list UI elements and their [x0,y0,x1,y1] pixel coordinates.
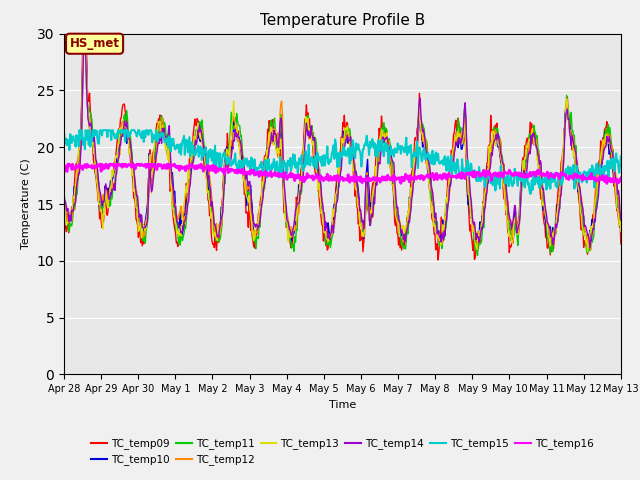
TC_temp11 [617,222,625,228]
TC_temp11 [428,175,435,181]
TC_temp09 [434,257,442,263]
TC_temp11 [214,239,222,245]
Legend: TC_temp09, TC_temp10, TC_temp11, TC_temp12, TC_temp13, TC_temp14, TC_temp15, TC_: TC_temp09, TC_temp10, TC_temp11, TC_temp… [87,434,598,469]
TC_temp09 [185,173,193,179]
Line: TC_temp10: TC_temp10 [64,34,621,244]
X-axis label: Time: Time [329,400,356,409]
Line: TC_temp15: TC_temp15 [64,130,621,194]
TC_temp13 [584,249,591,254]
Line: TC_temp09: TC_temp09 [64,34,621,260]
TC_temp10 [185,176,193,182]
TC_temp14 [617,217,625,223]
TC_temp13 [70,195,78,201]
TC_temp14 [411,168,419,174]
TC_temp09 [60,208,68,214]
TC_temp10 [214,227,222,233]
TC_temp16 [428,174,435,180]
TC_temp12 [185,182,193,188]
Title: Temperature Profile B: Temperature Profile B [260,13,425,28]
TC_temp11 [128,156,136,162]
TC_temp15 [526,191,534,197]
TC_temp10 [411,158,419,164]
TC_temp11 [60,196,68,202]
TC_temp11 [185,188,193,194]
TC_temp11 [411,166,419,172]
TC_temp09 [214,239,222,245]
TC_temp09 [411,135,419,141]
TC_temp16 [128,162,136,168]
TC_temp12 [214,229,222,235]
TC_temp10 [617,224,625,230]
TC_temp13 [128,172,136,178]
TC_temp14 [185,199,193,204]
Line: TC_temp16: TC_temp16 [64,164,621,183]
TC_temp10 [128,156,136,162]
Y-axis label: Temperature (C): Temperature (C) [21,158,31,250]
TC_temp16 [411,173,419,179]
Text: HS_met: HS_met [70,37,120,50]
TC_temp11 [70,198,78,204]
TC_temp15 [411,153,419,159]
TC_temp13 [411,159,419,165]
TC_temp10 [70,184,78,190]
TC_temp14 [128,160,136,166]
Line: TC_temp14: TC_temp14 [64,34,621,248]
TC_temp16 [214,168,222,174]
TC_temp12 [411,157,419,163]
TC_temp15 [185,142,193,148]
TC_temp13 [60,213,68,218]
TC_temp16 [185,166,193,171]
TC_temp16 [64,161,72,167]
TC_temp15 [214,155,222,160]
TC_temp14 [428,182,435,188]
TC_temp15 [128,127,136,133]
TC_temp10 [472,241,479,247]
TC_temp10 [79,31,87,36]
TC_temp14 [586,245,594,251]
TC_temp16 [71,165,79,170]
TC_temp12 [128,160,136,166]
TC_temp09 [79,31,87,36]
TC_temp13 [80,31,88,36]
TC_temp15 [617,154,625,159]
TC_temp14 [60,191,68,197]
TC_temp11 [474,252,481,258]
TC_temp15 [76,127,83,133]
TC_temp11 [80,31,88,36]
TC_temp09 [128,171,136,177]
TC_temp13 [617,228,625,234]
TC_temp10 [428,195,435,201]
TC_temp09 [617,241,625,247]
Line: TC_temp12: TC_temp12 [64,34,621,250]
TC_temp13 [428,199,435,205]
TC_temp15 [70,137,78,143]
TC_temp13 [214,224,222,230]
TC_temp12 [428,186,435,192]
TC_temp09 [70,188,78,194]
TC_temp16 [617,175,625,181]
TC_temp16 [603,180,611,186]
TC_temp12 [617,217,625,223]
TC_temp14 [70,202,78,207]
Line: TC_temp13: TC_temp13 [64,34,621,252]
TC_temp16 [60,165,68,170]
TC_temp13 [185,175,193,181]
TC_temp10 [60,204,68,209]
TC_temp12 [60,192,68,198]
TC_temp14 [214,234,222,240]
TC_temp15 [428,161,435,167]
Line: TC_temp11: TC_temp11 [64,34,621,255]
TC_temp12 [79,31,87,36]
TC_temp09 [428,197,435,203]
TC_temp12 [70,207,78,213]
TC_temp12 [587,247,595,253]
TC_temp15 [60,129,68,135]
TC_temp14 [80,31,88,36]
